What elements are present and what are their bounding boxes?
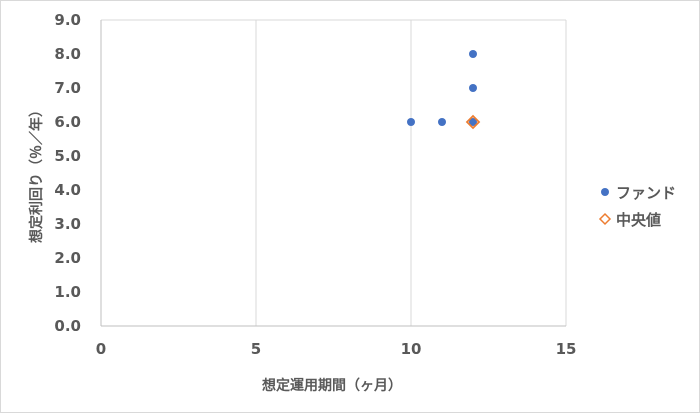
fund-point-3 — [469, 84, 477, 92]
median-point-0 — [465, 114, 481, 130]
y-tick-label-4: 4.0 — [54, 181, 81, 199]
y-tick-label-5: 5.0 — [54, 147, 81, 165]
fund-point-0 — [407, 118, 415, 126]
fund-point-2 — [469, 118, 477, 126]
fund-point-4 — [469, 50, 477, 58]
legend-fund-label: ファンド — [616, 184, 676, 202]
fund-point-1 — [438, 118, 446, 126]
x-tick-label-3: 15 — [556, 340, 577, 358]
legend-fund-marker — [601, 188, 609, 196]
legend-median-marker — [598, 212, 612, 226]
y-tick-label-1: 1.0 — [54, 283, 81, 301]
x-tick-label-2: 10 — [401, 340, 422, 358]
y-tick-label-7: 7.0 — [54, 79, 81, 97]
x-tick-label-1: 5 — [251, 340, 261, 358]
y-tick-label-0: 0.0 — [54, 317, 81, 335]
legend: ファンド 中央値 — [598, 184, 676, 229]
legend-median-label: 中央値 — [616, 211, 661, 229]
x-axis-title: 想定運用期間（ヶ月） — [261, 377, 402, 394]
legend-item-median: 中央値 — [598, 211, 661, 229]
data-points — [407, 50, 481, 130]
legend-item-fund: ファンド — [601, 184, 676, 202]
gridlines — [101, 19, 567, 326]
x-tick-label-0: 0 — [96, 340, 106, 358]
tick-labels: 0.0 1.0 2.0 3.0 4.0 5.0 6.0 7.0 8.0 9.0 0 5 10 15 — [54, 11, 576, 358]
y-axis-title: 想定利回り（％／年） — [28, 103, 45, 244]
y-tick-label-6: 6.0 — [54, 113, 81, 131]
axes — [100, 20, 566, 327]
y-tick-label-3: 3.0 — [54, 215, 81, 233]
y-tick-label-9: 9.0 — [54, 11, 81, 29]
y-tick-label-2: 2.0 — [54, 249, 81, 267]
y-tick-label-8: 8.0 — [54, 45, 81, 63]
